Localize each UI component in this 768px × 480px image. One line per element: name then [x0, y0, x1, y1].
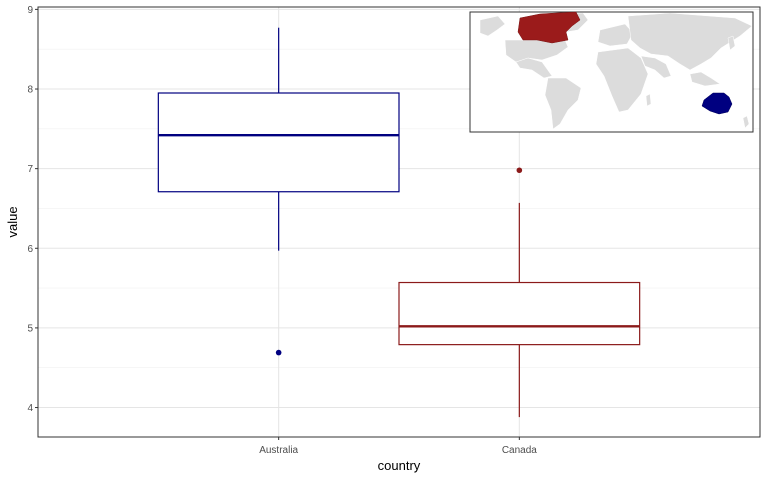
world-map-inset [469, 11, 754, 133]
map-highlight-canada [517, 11, 581, 44]
panel-border [37, 6, 761, 438]
box-iqr [398, 281, 641, 346]
y-tick-label: 5 [27, 323, 33, 334]
x-tick-label: Canada [502, 445, 537, 456]
y-axis: 4 5 6 7 8 9 [27, 5, 38, 414]
box-canada [398, 167, 641, 418]
x-axis-title: country [378, 458, 421, 473]
box-iqr [157, 92, 400, 193]
x-tick-label: Australia [259, 445, 298, 456]
y-axis-title: value [5, 206, 20, 237]
box-australia [157, 27, 400, 356]
y-tick-label: 9 [27, 5, 33, 16]
map-highlight-australia [701, 92, 733, 115]
y-tick-label: 4 [27, 403, 33, 414]
x-axis: Australia Canada [259, 437, 537, 456]
outlier-point [516, 167, 523, 174]
box-series [157, 27, 641, 418]
outlier-point [275, 349, 282, 356]
y-tick-label: 6 [27, 244, 33, 255]
y-tick-label: 7 [27, 164, 33, 175]
y-tick-label: 8 [27, 85, 33, 96]
